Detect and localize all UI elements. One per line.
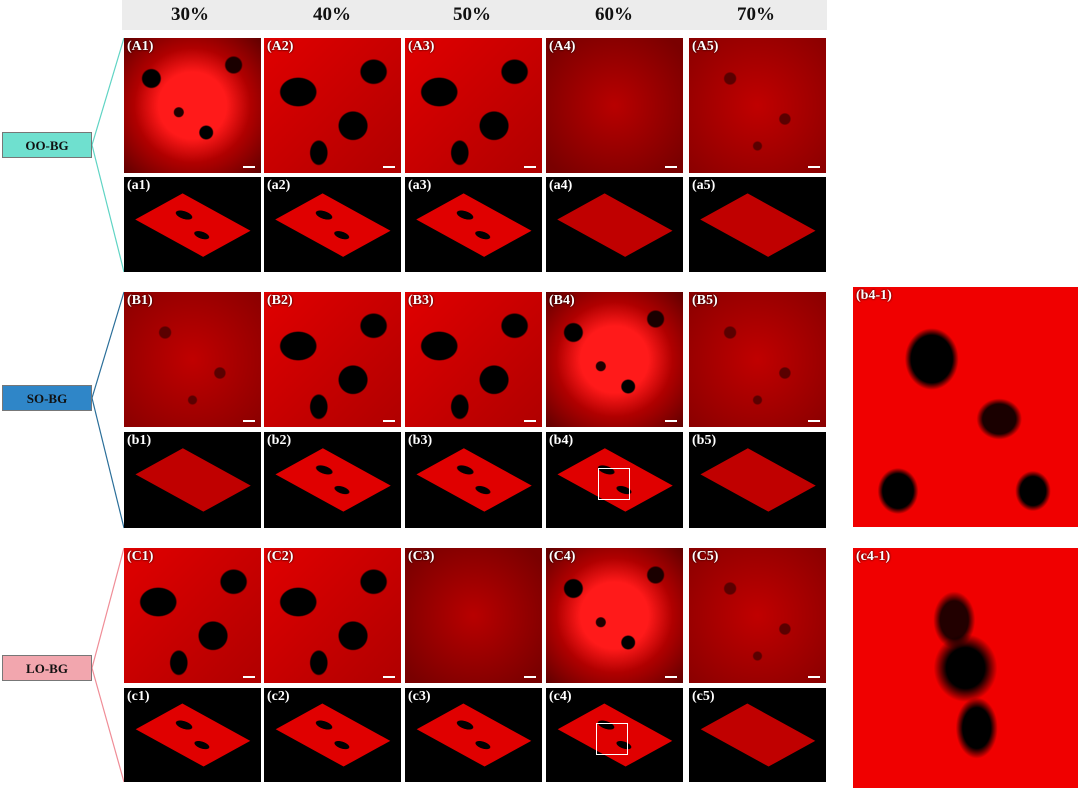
panel-label: (C3) [408,549,435,564]
panel-label: (B2) [267,293,293,308]
panel-C2: (C2) [264,548,401,683]
panel-label: (c4-1) [856,549,891,564]
panel-label: (c4) [549,689,572,704]
panel-label: (C1) [127,549,154,564]
panel-label: (a2) [267,178,291,193]
panel-label: (C2) [267,549,294,564]
panel-label: (B3) [408,293,434,308]
zoom-panel-b4-1: (b4-1) [853,287,1078,527]
scale-bar [383,420,395,422]
panel-B4: (B4) [546,292,683,427]
scale-bar [383,166,395,168]
panel-A3: (A3) [405,38,542,173]
panel-label: (A3) [408,39,435,54]
panel-C4: (C4) [546,548,683,683]
column-header-30: 30% [171,4,209,25]
scale-bar [665,676,677,678]
scale-bar [808,166,820,168]
zoom-panel-c4-1: (c4-1) [853,548,1078,788]
panel-label: (B1) [127,293,153,308]
column-header-50: 50% [453,4,491,25]
panel-A2: (A2) [264,38,401,173]
panel-A1: (A1) [124,38,261,173]
panel-label: (B5) [692,293,718,308]
panel-c3: (c3) [405,688,542,782]
scale-bar [243,420,255,422]
group-label-oo-bg: OO-BG [2,132,92,158]
panel-A4: (A4) [546,38,683,173]
panel-b2: (b2) [264,432,401,528]
panel-label: (b3) [408,433,433,448]
panel-a2: (a2) [264,177,401,272]
panel-B3: (B3) [405,292,542,427]
panel-label: (C5) [692,549,719,564]
panel-label: (a1) [127,178,151,193]
panel-c2: (c2) [264,688,401,782]
panel-label: (c2) [267,689,290,704]
group-label-so-bg: SO-BG [2,385,92,411]
panel-a4: (a4) [546,177,683,272]
panel-label: (a4) [549,178,573,193]
panel-A5: (A5) [689,38,826,173]
scale-bar [243,676,255,678]
scale-bar [665,166,677,168]
panel-label: (c5) [692,689,715,704]
panel-label: (A2) [267,39,294,54]
scale-bar [524,420,536,422]
panel-c1: (c1) [124,688,261,782]
panel-label: (a5) [692,178,716,193]
panel-label: (a3) [408,178,432,193]
panel-a3: (a3) [405,177,542,272]
column-header-70: 70% [737,4,775,25]
panel-label: (c3) [408,689,431,704]
panel-label: (b2) [267,433,292,448]
column-header-60: 60% [595,4,633,25]
zoom-region-box [598,468,630,500]
panel-B2: (B2) [264,292,401,427]
panel-label: (b5) [692,433,717,448]
panel-label: (b4-1) [856,288,892,303]
column-header-40: 40% [313,4,351,25]
panel-a1: (a1) [124,177,261,272]
panel-label: (A4) [549,39,576,54]
panel-b1: (b1) [124,432,261,528]
panel-label: (b4) [549,433,574,448]
panel-C1: (C1) [124,548,261,683]
scale-bar [524,166,536,168]
panel-c4: (c4) [546,688,683,782]
panel-B1: (B1) [124,292,261,427]
zoom-region-box [596,723,628,755]
panel-b3: (b3) [405,432,542,528]
scale-bar [524,676,536,678]
panel-B5: (B5) [689,292,826,427]
scale-bar [383,676,395,678]
panel-label: (A5) [692,39,719,54]
panel-label: (C4) [549,549,576,564]
panel-label: (B4) [549,293,575,308]
panel-a5: (a5) [689,177,826,272]
panel-b5: (b5) [689,432,826,528]
panel-label: (A1) [127,39,154,54]
panel-C3: (C3) [405,548,542,683]
panel-C5: (C5) [689,548,826,683]
scale-bar [808,420,820,422]
panel-c5: (c5) [689,688,826,782]
group-label-lo-bg: LO-BG [2,655,92,681]
column-header-bar [122,0,827,30]
panel-label: (b1) [127,433,152,448]
scale-bar [243,166,255,168]
panel-b4: (b4) [546,432,683,528]
scale-bar [665,420,677,422]
panel-label: (c1) [127,689,150,704]
scale-bar [808,676,820,678]
